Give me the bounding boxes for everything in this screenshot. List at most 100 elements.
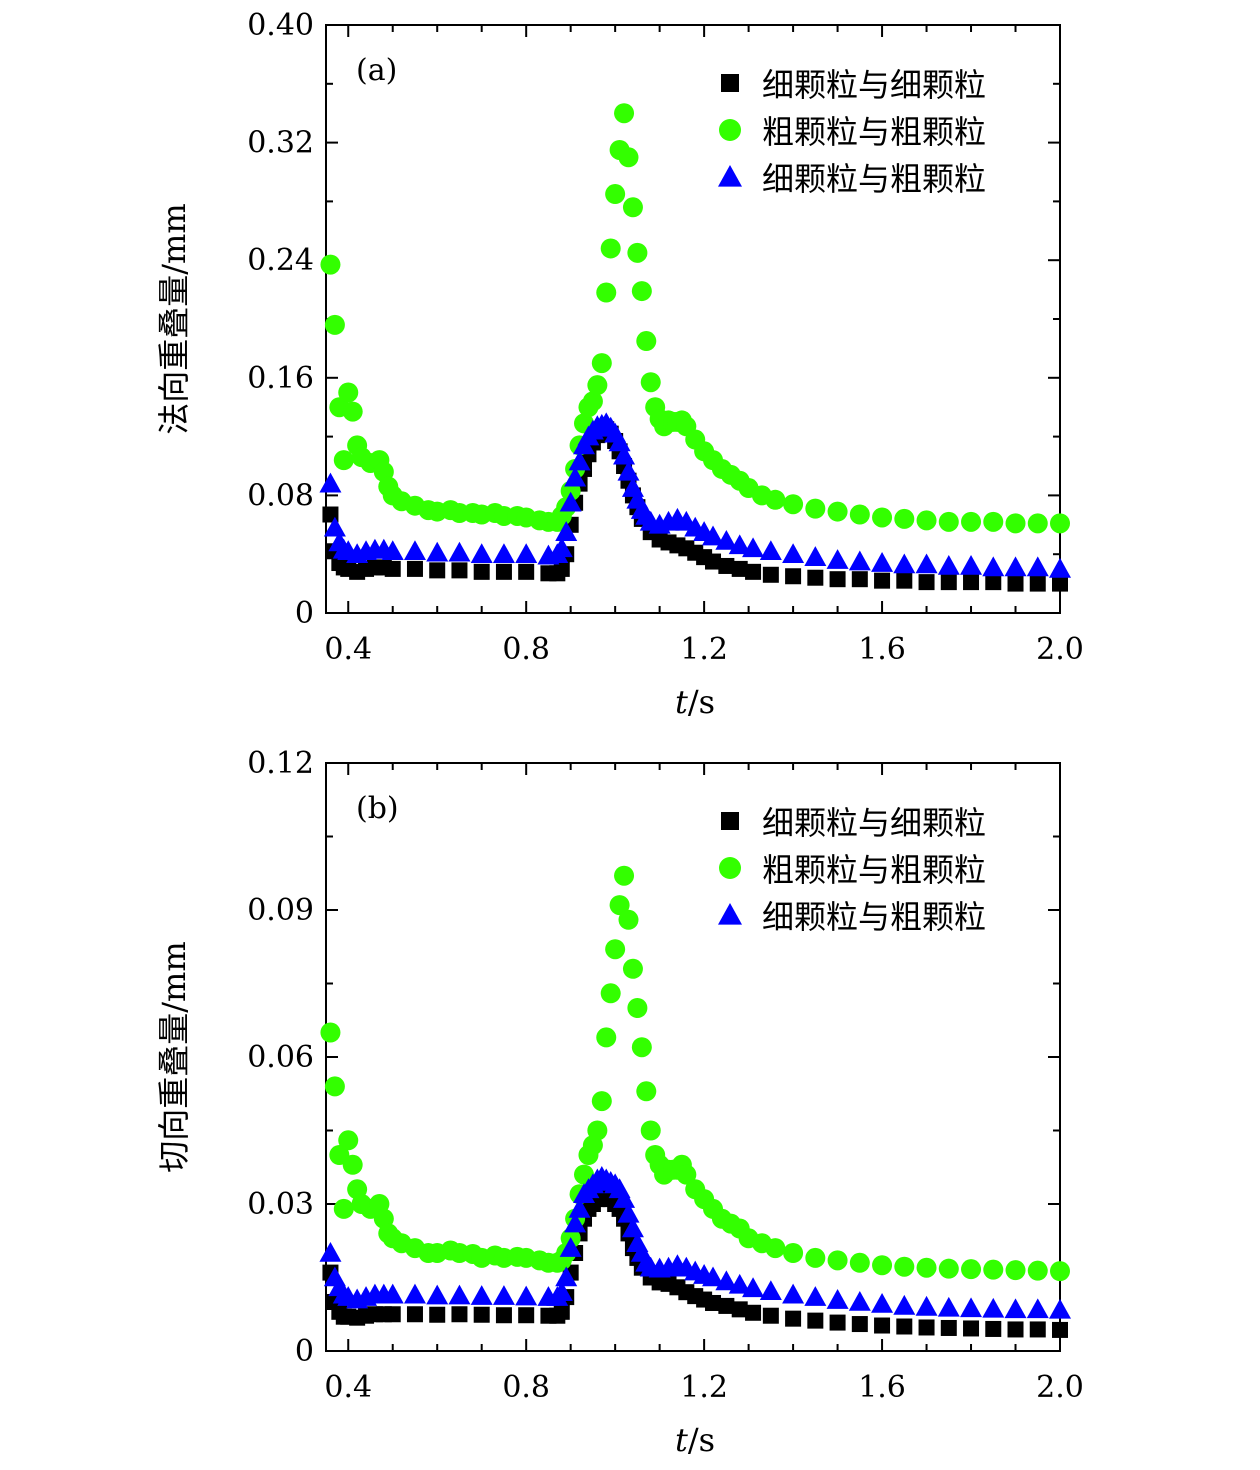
y-tick-label: 0.06 (247, 1040, 314, 1075)
data-point-circle (324, 314, 345, 335)
data-point-triangle (782, 543, 805, 563)
data-point-square (406, 560, 423, 577)
data-point-triangle (426, 541, 449, 562)
data-point-circle (640, 372, 661, 393)
data-point-circle (618, 909, 639, 930)
data-point-square (429, 1306, 446, 1323)
data-point-square (918, 574, 935, 591)
data-point-square (985, 574, 1002, 591)
data-point-square (731, 1301, 748, 1318)
x-tick-label: 0.8 (502, 632, 550, 667)
x-tick-label: 2.0 (1036, 1370, 1084, 1405)
data-point-circle (338, 382, 359, 403)
data-point-triangle (564, 1212, 587, 1233)
x-axis-variable: t (675, 683, 688, 721)
data-point-circle (600, 983, 621, 1004)
data-point-square (762, 566, 779, 583)
data-point-triangle (448, 1284, 471, 1305)
x-tick-label: 1.6 (858, 1370, 906, 1405)
data-point-square (518, 1307, 535, 1324)
data-point-square (518, 563, 535, 580)
data-point-triangle (426, 1284, 449, 1305)
data-point-triangle (848, 550, 871, 571)
data-point-triangle (555, 1266, 578, 1287)
data-point-square (1052, 575, 1068, 592)
data-point-square (762, 1307, 779, 1324)
data-point-circle (591, 1091, 612, 1112)
data-point-circle (872, 507, 893, 528)
data-point-triangle (613, 1188, 636, 1208)
data-point-circle (618, 147, 639, 168)
legend-label: 细颗粒与细颗粒 (762, 66, 986, 104)
data-point-square (918, 1319, 935, 1336)
data-point-triangle (715, 1270, 738, 1291)
data-point-square (406, 1306, 423, 1323)
x-tick-label: 0.4 (324, 632, 372, 667)
data-point-circle (614, 865, 635, 886)
data-point-triangle (826, 1289, 849, 1309)
data-point-triangle (871, 1292, 894, 1313)
data-point-circle (938, 1258, 959, 1279)
data-point-triangle (319, 1242, 342, 1262)
data-point-circle (765, 1238, 786, 1259)
data-point-circle (1050, 1261, 1070, 1282)
data-point-circle (627, 242, 648, 263)
y-tick-label: 0 (295, 596, 314, 631)
data-point-square (473, 563, 490, 580)
data-point-triangle (982, 556, 1005, 577)
data-point-triangle (319, 472, 342, 493)
x-tick-label: 2.0 (1036, 632, 1084, 667)
x-tick-label: 1.6 (858, 632, 906, 667)
data-point-circle (320, 254, 341, 275)
data-point-square (829, 1314, 846, 1331)
data-point-circle (636, 1081, 657, 1102)
data-point-square (985, 1320, 1002, 1337)
data-point-triangle (960, 1297, 983, 1318)
data-point-triangle (937, 554, 960, 575)
data-point-square (785, 568, 802, 585)
data-point-square (553, 560, 570, 577)
data-point-square (705, 553, 722, 570)
data-point-circle (591, 353, 612, 374)
data-point-triangle (937, 1296, 960, 1317)
data-point-triangle (555, 521, 578, 541)
data-point-square (963, 574, 980, 591)
legend-label: 细颗粒与细颗粒 (762, 804, 986, 842)
data-point-square (473, 1306, 490, 1323)
data-points (319, 103, 1071, 592)
x-axis-unit: /s (688, 683, 715, 721)
data-point-square (1029, 1321, 1046, 1338)
data-point-triangle (564, 466, 587, 487)
data-point-circle (1005, 1260, 1026, 1281)
data-point-square (718, 1297, 735, 1314)
legend-label: 细颗粒与粗颗粒 (762, 160, 986, 198)
data-point-circle (338, 1130, 359, 1151)
data-point-square (384, 560, 401, 577)
legend-symbol-triangle (718, 165, 742, 187)
data-point-circle (614, 103, 635, 124)
data-point-square (429, 562, 446, 579)
y-axis-title: 法向重叠量/mm (155, 203, 193, 434)
data-point-circle (342, 1154, 363, 1175)
data-point-square (896, 1318, 913, 1335)
data-point-triangle (1004, 1298, 1027, 1319)
panel-b: 0.4 0.8 1.2 1.6 2.0 0 0.03 0.06 0.09 0.12 (b) 切向重… (155, 746, 1084, 1459)
data-point-circle (631, 1037, 652, 1058)
data-point-triangle (702, 525, 725, 546)
legend-symbol-circle (719, 119, 741, 141)
data-point-square (940, 574, 957, 591)
data-point-square (829, 571, 846, 588)
data-point-circle (961, 511, 982, 532)
data-point-triangle (804, 1286, 827, 1306)
x-axis-variable: t (675, 1421, 688, 1459)
y-axis-title: 切向重叠量/mm (155, 941, 193, 1172)
data-point-circle (1027, 513, 1048, 534)
x-axis-title: t/s (675, 683, 715, 721)
data-point-triangle (871, 552, 894, 572)
data-point-triangle (1004, 556, 1027, 577)
data-point-circle (582, 391, 603, 412)
data-point-circle (805, 1247, 826, 1268)
